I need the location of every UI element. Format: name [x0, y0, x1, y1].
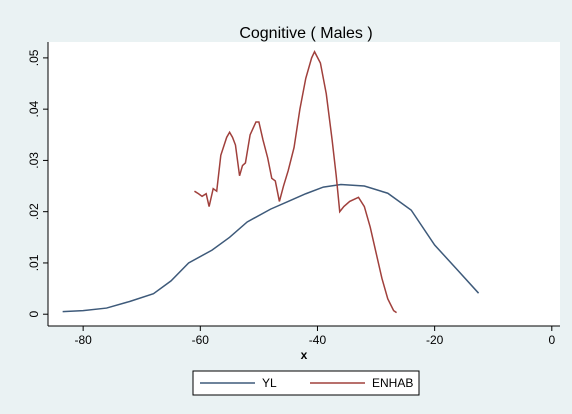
y-tick-label: .04: [27, 100, 41, 117]
y-tick-label: .03: [27, 152, 41, 169]
series-line: [62, 183, 480, 313]
x-tick-label: -60: [192, 333, 210, 347]
x-tick-label: 0: [548, 333, 555, 347]
legend-label: YL: [262, 376, 277, 390]
y-tick-label: 0: [27, 311, 41, 318]
series-line: [194, 50, 397, 314]
x-axis-label: x: [301, 348, 308, 362]
x-tick-label: -20: [426, 333, 444, 347]
y-tick-label: .01: [27, 254, 41, 271]
x-tick-label: -80: [74, 333, 92, 347]
x-tick-label: -40: [309, 333, 327, 347]
chart-title: Cognitive ( Males ): [239, 25, 372, 42]
y-tick-label: .05: [27, 49, 41, 66]
y-tick-label: .02: [27, 203, 41, 220]
legend-label: ENHAB: [372, 376, 413, 390]
